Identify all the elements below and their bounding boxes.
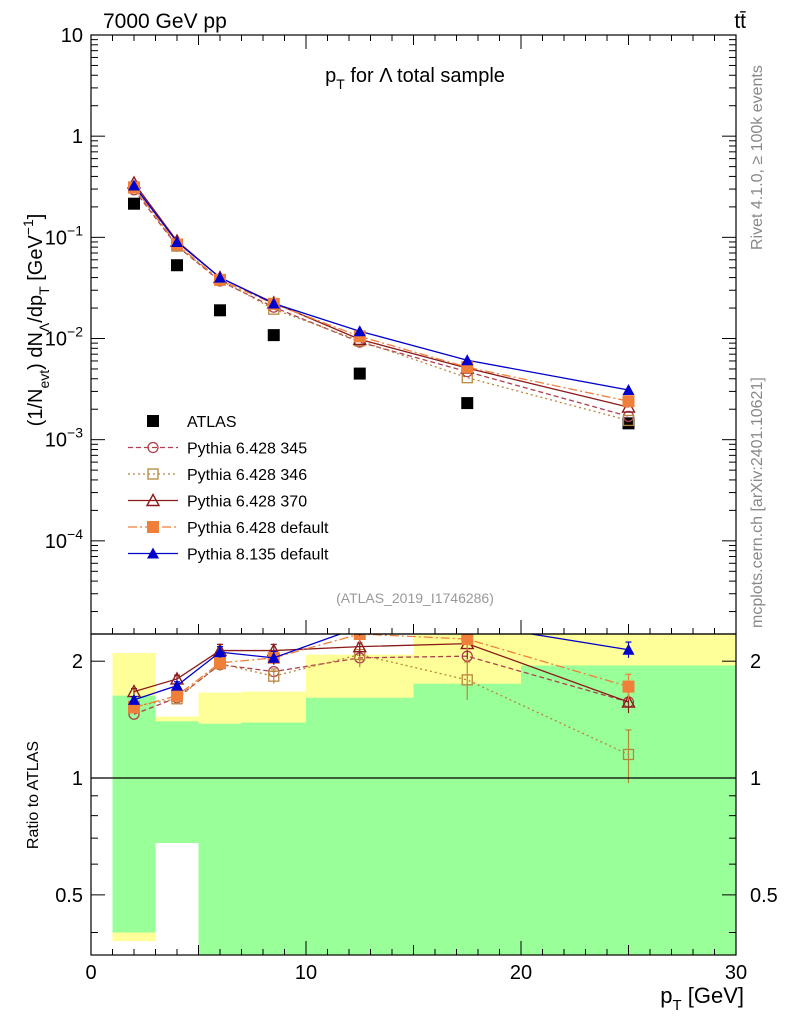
legend-label: Pythia 6.428 370 (187, 494, 307, 511)
y-tick-label: 10−1 (45, 222, 83, 249)
series-line (133, 185, 629, 391)
band-1sigma-bin (521, 665, 736, 955)
legend-marker (147, 521, 159, 533)
band-1sigma-bin (198, 723, 242, 955)
legend-marker (147, 441, 159, 454)
ratio-point (214, 646, 226, 658)
ratio-y-tick-label: 1 (72, 768, 83, 790)
series-line (133, 187, 629, 402)
ratio-y-tick-label-right: 0.5 (750, 885, 778, 907)
ratio-y-tick-label-right: 2 (750, 651, 761, 673)
ratio-point (622, 643, 635, 655)
mcplots-label: mcplots.cern.ch [arXiv:2401.10621] (749, 377, 766, 628)
legend-marker (145, 493, 161, 507)
main-point (128, 197, 140, 210)
band-1sigma-bin (155, 721, 199, 844)
legend-label: Pythia 6.428 default (187, 520, 329, 537)
ratio-point (622, 748, 635, 761)
ratio-uncertainty-bands (112, 634, 736, 955)
legend-marker (147, 415, 159, 427)
main-point (214, 271, 226, 283)
main-point (214, 304, 226, 317)
y-tick-label: 10−2 (45, 324, 83, 351)
process-label: tt̄ (734, 10, 746, 33)
ratio-point (354, 621, 366, 632)
main-point (353, 367, 366, 380)
band-1sigma-bin (306, 697, 414, 955)
main-frame (90, 34, 737, 635)
main-point (128, 179, 140, 191)
axes-layer: pT for Λ total sample (1/Nevt) dNΛ/dpT [G… (20, 34, 744, 1014)
legend-label: Pythia 8.135 default (187, 547, 329, 564)
ratio-point (171, 689, 183, 702)
legend-label: Pythia 6.428 346 (187, 467, 307, 484)
y-tick-label: 10 (61, 25, 83, 47)
y-tick-label: 10−4 (45, 526, 83, 553)
main-point (171, 259, 183, 272)
ratio-y-tick-label-right: 1 (750, 768, 761, 790)
x-tick-label: 20 (510, 962, 532, 984)
legend-marker (147, 547, 159, 559)
ratio-y-tick-label: 2 (72, 651, 83, 673)
analysis-label: (ATLAS_2019_I1746286) (336, 590, 494, 606)
x-tick-label: 30 (725, 962, 747, 984)
ratio-point (128, 693, 140, 705)
ratio-y-axis-label: Ratio to ATLAS (25, 741, 42, 849)
ratio-series-layer (126, 618, 636, 784)
ratio-point (214, 656, 226, 669)
y-tick-label: 1 (72, 126, 83, 148)
series-line (133, 189, 629, 417)
main-point (461, 354, 474, 366)
x-tick-label: 10 (295, 962, 317, 984)
main-point (267, 329, 280, 342)
ratio-y-tick-label: 0.5 (55, 885, 83, 907)
ratio-point (461, 634, 474, 646)
ratio-point (621, 694, 636, 708)
main-point (461, 372, 473, 384)
x-axis-label: pT [GeV] (660, 983, 744, 1014)
legend-label: ATLAS (187, 414, 237, 431)
ratio-point (267, 651, 280, 663)
main-point (622, 383, 635, 395)
main-point (461, 397, 474, 410)
ratio-point (461, 674, 473, 686)
x-tick-label: 0 (85, 962, 96, 984)
main-point (267, 297, 280, 309)
legend-marker (147, 468, 159, 480)
rivet-label: Rivet 4.1.0, ≥ 100k events (749, 65, 766, 250)
ratio-point (353, 634, 366, 640)
legend-label: Pythia 6.428 345 (187, 441, 307, 458)
ratio-point (622, 680, 635, 693)
main-series-layer (126, 175, 636, 430)
legend: ATLAS Pythia 6.428 345 Pythia 6.428 346 Pyt… (128, 414, 329, 564)
main-y-axis-label: (1/Nevt) dNΛ/dpT [GeV−1] (20, 214, 52, 427)
main-point (622, 395, 635, 408)
main-point (353, 325, 366, 337)
main-point (171, 235, 183, 247)
ratio-point (461, 618, 473, 629)
band-1sigma-bin (413, 683, 521, 955)
y-tick-label: 10−3 (45, 425, 83, 452)
band-1sigma-bin (241, 722, 306, 955)
band-gap (155, 843, 199, 955)
ratio-point (268, 670, 280, 682)
energy-label: 7000 GeV pp (103, 10, 227, 33)
ratio-point (171, 679, 183, 691)
series-line (133, 182, 629, 408)
main-point (622, 414, 635, 427)
ratio-point (352, 639, 367, 653)
chart-title: pT for Λ total sample (325, 65, 505, 92)
band-1sigma-bin (112, 695, 156, 933)
